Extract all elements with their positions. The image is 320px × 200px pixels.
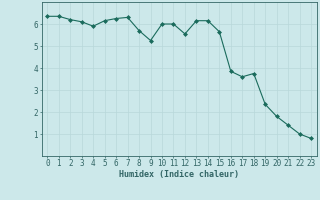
X-axis label: Humidex (Indice chaleur): Humidex (Indice chaleur)	[119, 170, 239, 179]
